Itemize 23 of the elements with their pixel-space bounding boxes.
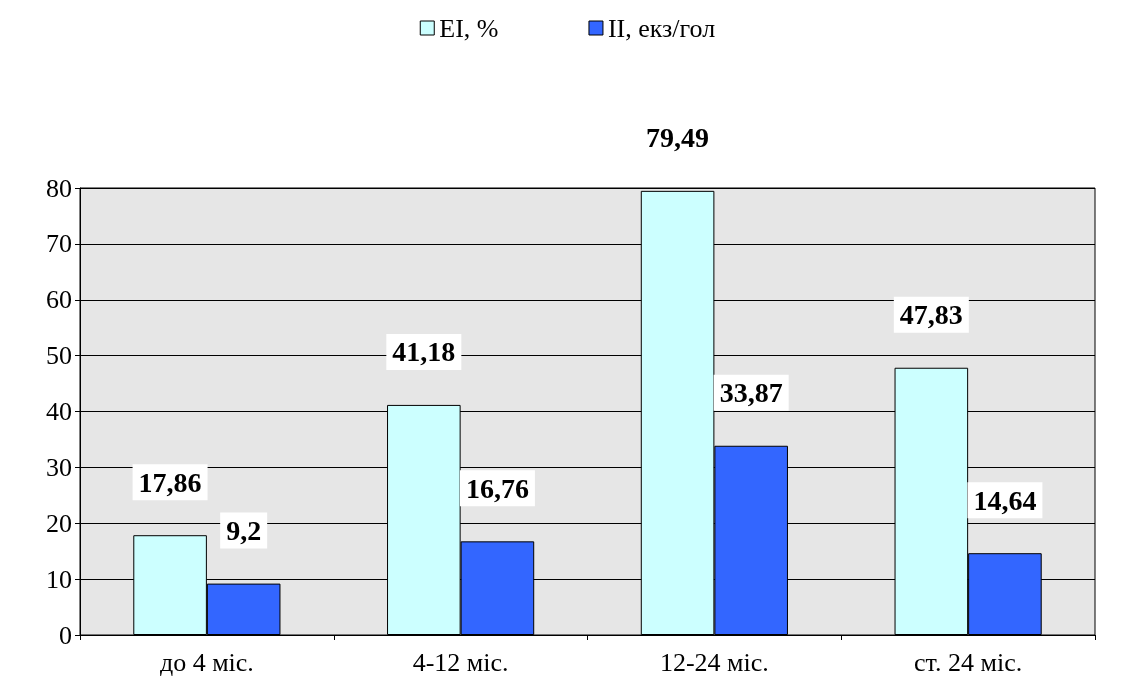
legend-label: EI, % xyxy=(439,13,499,43)
data-label: 9,2 xyxy=(226,515,262,547)
data-label: 17,86 xyxy=(138,466,202,498)
data-label: 41,18 xyxy=(392,336,456,368)
x-tick-label: 12-24 міс. xyxy=(659,647,769,677)
legend-label: II, екз/гол xyxy=(607,13,716,43)
y-tick-label: 60 xyxy=(46,285,72,315)
y-tick-label: 50 xyxy=(46,341,72,371)
data-label: 47,83 xyxy=(899,299,963,331)
y-tick-label: 20 xyxy=(46,508,72,538)
y-tick-label: 30 xyxy=(46,452,72,482)
data-label: 14,64 xyxy=(973,484,1037,516)
data-label: 79,49 xyxy=(646,122,710,154)
y-tick-label: 40 xyxy=(46,397,72,426)
x-tick-label: до 4 міс. xyxy=(159,647,254,677)
y-tick-label: 80 xyxy=(46,173,72,203)
data-label: 33,87 xyxy=(719,377,783,409)
x-tick-label: ст. 24 міс. xyxy=(914,647,1023,677)
x-tick-label: 4-12 міс. xyxy=(412,647,509,677)
y-tick-label: 0 xyxy=(59,620,72,650)
y-tick-label: 70 xyxy=(46,229,72,259)
data-label: 16,76 xyxy=(465,472,529,504)
y-tick-label: 10 xyxy=(46,564,72,594)
